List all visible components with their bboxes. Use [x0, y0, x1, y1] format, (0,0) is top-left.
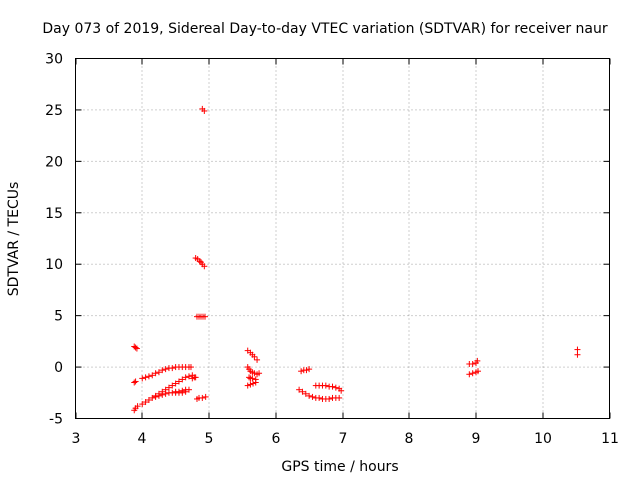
data-point: [196, 258, 203, 265]
data-point: [139, 401, 146, 408]
data-point: [332, 384, 339, 391]
data-point: [251, 353, 258, 360]
data-point: [322, 382, 329, 389]
y-tick-labels: -5 0 5 10 15 20 25 30: [45, 52, 63, 428]
y-tick-label: 30: [45, 52, 63, 68]
data-point: [469, 370, 476, 377]
data-point: [202, 393, 209, 400]
data-point: [152, 392, 159, 399]
data-point: [175, 378, 182, 385]
data-point: [145, 373, 152, 380]
data-point: [250, 380, 257, 387]
data-point: [306, 366, 313, 373]
data-point: [185, 373, 192, 380]
data-point: [172, 380, 179, 387]
x-tick-label: 8: [405, 431, 414, 447]
data-point: [142, 374, 149, 381]
data-point: [306, 392, 313, 399]
x-tick-label: 6: [272, 431, 281, 447]
y-tick-label: 25: [45, 103, 63, 119]
data-point: [165, 384, 172, 391]
data-point: [179, 376, 186, 383]
data-point: [201, 107, 208, 114]
data-point: [252, 379, 259, 386]
data-point: [201, 313, 208, 320]
x-tick-label: 3: [72, 431, 81, 447]
x-tick-label: 9: [472, 431, 481, 447]
data-point: [247, 381, 254, 388]
axis-ticks: [75, 58, 611, 419]
y-tick-label: -5: [49, 412, 63, 428]
data-point: [474, 357, 481, 364]
x-axis-label: GPS time / hours: [281, 459, 398, 475]
data-point: [254, 356, 261, 363]
data-point: [298, 368, 305, 375]
data-point: [336, 394, 343, 401]
data-point: [199, 394, 206, 401]
data-point: [182, 374, 189, 381]
grid-lines: [75, 58, 610, 419]
data-point: [159, 367, 166, 374]
data-point: [187, 364, 194, 371]
data-point: [256, 370, 263, 377]
data-point: [303, 367, 310, 374]
y-tick-label: 0: [54, 360, 63, 376]
data-point: [192, 374, 199, 381]
data-point: [244, 382, 251, 389]
data-points: [131, 105, 581, 414]
data-point: [131, 379, 138, 386]
data-point: [155, 369, 162, 376]
data-point: [145, 396, 152, 403]
data-point: [316, 394, 323, 401]
data-point: [475, 368, 482, 375]
data-point: [309, 393, 316, 400]
x-tick-label: 5: [205, 431, 214, 447]
data-point: [469, 360, 476, 367]
y-axis-label: SDTVAR / TECUs: [6, 182, 22, 297]
data-point: [169, 365, 176, 372]
data-point: [169, 382, 176, 389]
x-tick-label: 10: [534, 431, 552, 447]
y-tick-label: 5: [54, 309, 63, 325]
data-point: [338, 387, 345, 394]
data-point: [329, 383, 336, 390]
x-tick-label: 7: [339, 431, 348, 447]
data-point: [249, 375, 256, 382]
data-point: [139, 375, 146, 382]
x-tick-label: 4: [138, 431, 147, 447]
data-point: [152, 370, 159, 377]
data-point: [201, 263, 208, 270]
data-point: [155, 390, 162, 397]
data-point: [142, 399, 149, 406]
data-point: [132, 344, 139, 351]
y-tick-label: 10: [45, 257, 63, 273]
y-tick-label: 20: [45, 154, 63, 170]
data-point: [185, 386, 192, 393]
data-point: [159, 388, 166, 395]
chart-title: Day 073 of 2019, Sidereal Day-to-day VTE…: [42, 21, 608, 37]
data-point: [162, 366, 169, 373]
data-point: [149, 372, 156, 379]
data-point: [326, 395, 333, 402]
data-point: [296, 386, 303, 393]
data-point: [162, 386, 169, 393]
x-tick-labels: 3 4 5 6 7 8 9 10 11: [72, 431, 619, 447]
data-point: [182, 388, 189, 395]
x-tick-label: 11: [601, 431, 619, 447]
data-point: [133, 345, 140, 352]
data-point: [134, 403, 141, 410]
data-point: [246, 374, 253, 381]
data-point: [574, 346, 581, 353]
data-point: [179, 389, 186, 396]
data-point: [302, 390, 309, 397]
data-point: [299, 388, 306, 395]
data-point: [149, 394, 156, 401]
data-point: [466, 371, 473, 378]
data-point: [132, 378, 139, 385]
y-tick-label: 15: [45, 206, 63, 222]
data-point: [574, 351, 581, 358]
